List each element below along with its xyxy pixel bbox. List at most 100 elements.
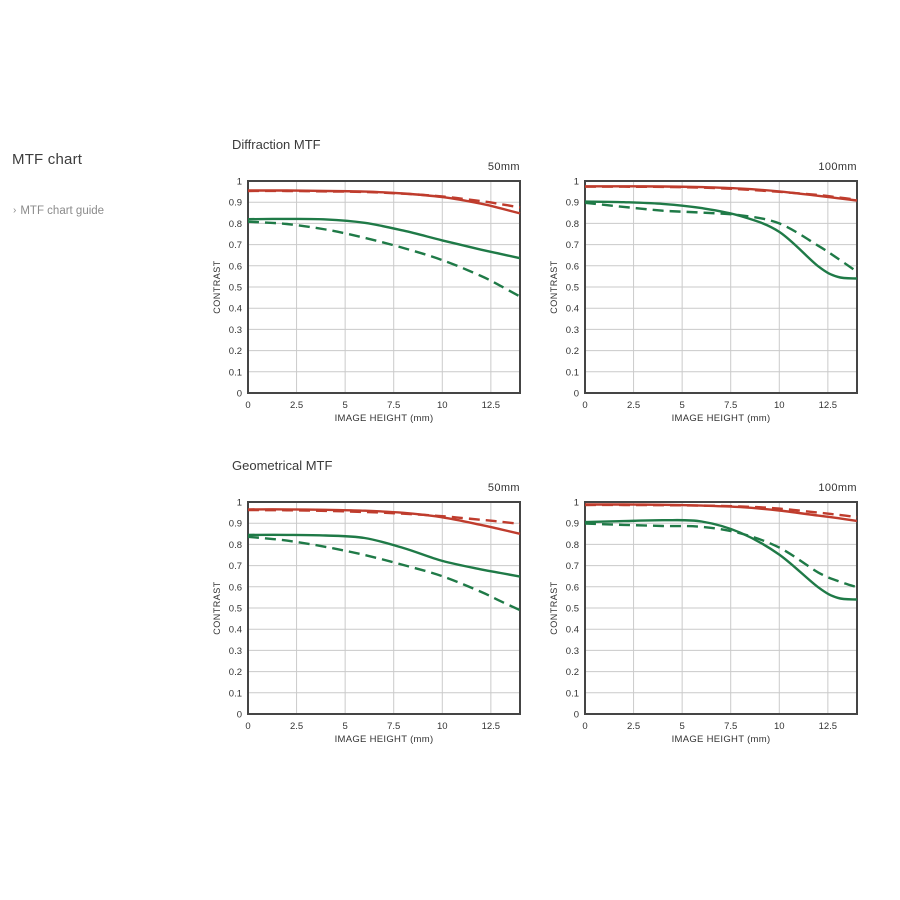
y-tick-label: 0.2 (566, 346, 579, 357)
y-tick-label: 1 (574, 177, 579, 188)
y-tick-label: 0.3 (229, 325, 242, 336)
y-tick-label: 0.3 (566, 325, 579, 336)
y-tick-label: 0.7 (229, 240, 242, 251)
y-tick-label: 0.1 (566, 688, 579, 699)
mtf-curve-green-solid (247, 533, 521, 578)
y-tick-label: 0.5 (229, 604, 242, 615)
x-tick-label: 5 (342, 400, 347, 411)
y-tick-label: 1 (237, 498, 242, 509)
mtf-curve-green-solid (247, 217, 521, 260)
y-tick-label: 0 (237, 389, 242, 400)
y-tick-label: 0.7 (566, 561, 579, 572)
y-tick-label: 1 (574, 498, 579, 509)
y-tick-label: 0.4 (566, 625, 579, 636)
y-tick-label: 0.8 (229, 219, 242, 230)
y-tick-label: 0.3 (229, 646, 242, 657)
mtf-curve-red-dashed (585, 185, 858, 202)
chart-geometrical-50mm: 50mm 0 0.1 0.2 0.3 0.4 0.5 0.6 0.7 0.8 0.9 1 0 2.5 5 7… (205, 481, 525, 751)
x-tick-label: 0 (245, 400, 250, 411)
y-tick-label: 0.2 (229, 667, 242, 678)
mtf-curve-green-dashed (247, 220, 521, 298)
chart-geometrical-100mm: 100mm 0 0.1 0.2 0.3 0.4 0.5 0.6 0.7 0.8 0.9 1 0 2.5 5… (542, 481, 862, 751)
focal-length-label: 100mm (818, 161, 857, 173)
focal-length-label: 50mm (487, 482, 520, 494)
y-tick-label: 0.5 (566, 283, 579, 294)
y-tick-label: 0.9 (229, 519, 242, 530)
mtf-curve-red-dashed (247, 508, 521, 525)
y-tick-label: 0.3 (566, 646, 579, 657)
y-tick-label: 0.7 (229, 561, 242, 572)
x-tick-label: 12.5 (819, 721, 838, 732)
x-tick-label: 5 (342, 721, 347, 732)
x-tick-label: 2.5 (627, 721, 640, 732)
y-tick-label: 0.1 (229, 367, 242, 378)
chevron-right-icon: › (13, 205, 17, 216)
mtf-curve-red-dashed (584, 503, 858, 519)
x-tick-label: 10 (437, 721, 448, 732)
y-tick-label: 0.9 (566, 198, 579, 209)
y-tick-label: 0.5 (229, 283, 242, 294)
mtf-plot: 00.10.20.30.40.50.60.70.80.910 2.5 5 7.5 10 1… (566, 498, 858, 732)
x-tick-label: 2.5 (627, 400, 640, 411)
x-tick-label: 0 (245, 721, 250, 732)
y-tick-label: 0.8 (229, 540, 242, 551)
y-tick-label: 0.8 (566, 540, 579, 551)
y-tick-label: 0.8 (566, 219, 579, 230)
x-tick-label: 10 (437, 400, 448, 411)
y-tick-label: 0 (574, 710, 579, 721)
chart-diffraction-100mm: 100mm 0 0.1 0.2 0.3 0.4 0.5 0.6 0.7 0.8 0.9 1 0 2.5 5… (542, 160, 862, 430)
x-tick-label: 7.5 (724, 721, 737, 732)
y-tick-label: 0.6 (229, 582, 242, 593)
y-tick-label: 0.4 (229, 625, 242, 636)
mtf-curve-green-dashed (584, 522, 858, 589)
y-tick-label: 0.1 (229, 688, 242, 699)
mtf-chart-guide-link-label: MTF chart guide (20, 205, 105, 217)
mtf-plot: 00.10.20.30.40.50.60.70.80.910 2.5 5 7.5 10 1… (229, 498, 521, 732)
y-tick-label: 0.9 (229, 198, 242, 209)
y-axis-label: CONTRAST (212, 260, 222, 314)
section-title-geometrical-mtf: Geometrical MTF (232, 458, 333, 473)
y-tick-label: 0.5 (566, 604, 579, 615)
y-tick-label: 0.6 (566, 582, 579, 593)
x-axis-label: IMAGE HEIGHT (mm) (671, 734, 771, 745)
x-tick-label: 5 (679, 721, 684, 732)
y-tick-label: 0.9 (566, 519, 579, 530)
y-tick-label: 1 (237, 177, 242, 188)
x-tick-label: 7.5 (387, 400, 400, 411)
x-axis-label: IMAGE HEIGHT (mm) (334, 413, 434, 424)
y-tick-label: 0.6 (566, 261, 579, 272)
x-tick-label: 5 (679, 400, 684, 411)
x-tick-label: 0 (582, 400, 587, 411)
y-tick-label: 0.2 (566, 667, 579, 678)
y-tick-label: 0.2 (229, 346, 242, 357)
y-axis-label: CONTRAST (212, 581, 222, 635)
section-title-diffraction-mtf: Diffraction MTF (232, 137, 321, 152)
x-axis-label: IMAGE HEIGHT (mm) (671, 413, 771, 424)
mtf-plot: 00.10.20.30.40.50.60.70.80.910 2.5 5 7.5 10 1… (566, 177, 858, 411)
mtf-chart-guide-link[interactable]: › MTF chart guide (13, 205, 104, 217)
mtf-curve-green-dashed (584, 201, 858, 273)
x-tick-label: 0 (582, 721, 587, 732)
x-tick-label: 12.5 (819, 400, 838, 411)
x-tick-label: 10 (774, 721, 785, 732)
x-tick-label: 2.5 (290, 400, 303, 411)
focal-length-label: 100mm (818, 482, 857, 494)
y-tick-label: 0 (574, 389, 579, 400)
y-tick-label: 0.7 (566, 240, 579, 251)
y-axis-label: CONTRAST (549, 581, 559, 635)
x-tick-label: 12.5 (482, 400, 501, 411)
x-tick-label: 12.5 (482, 721, 501, 732)
y-tick-label: 0.1 (566, 367, 579, 378)
mtf-curve-green-solid (584, 518, 858, 601)
mtf-plot: 00.10.20.30.40.50.60.70.80.910 2.5 5 7.5 10 1… (229, 177, 521, 411)
y-tick-label: 0 (237, 710, 242, 721)
page-title: MTF chart (12, 151, 83, 168)
x-tick-label: 2.5 (290, 721, 303, 732)
chart-diffraction-50mm: 50mm 0 0.1 0.2 0.3 0.4 0.5 0.6 0.7 0.8 0.9 1 0 2.5 5 7… (205, 160, 525, 430)
mtf-curve-green-dashed (247, 535, 521, 612)
y-tick-label: 0.4 (229, 304, 242, 315)
x-tick-label: 10 (774, 400, 785, 411)
y-tick-label: 0.4 (566, 304, 579, 315)
x-tick-label: 7.5 (724, 400, 737, 411)
